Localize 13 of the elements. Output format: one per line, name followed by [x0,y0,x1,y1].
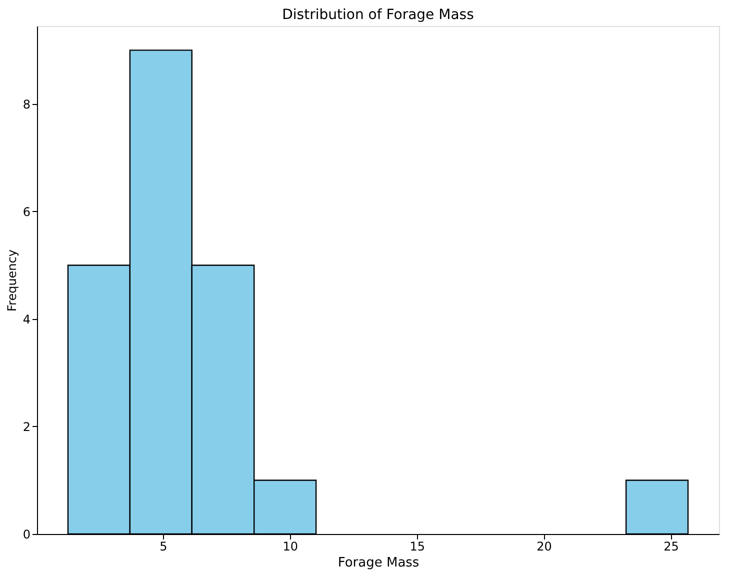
y-tick-label: 0 [22,528,30,542]
y-axis-title: Frequency [4,250,19,312]
y-tick-label: 2 [22,420,30,434]
x-axis-title: Forage Mass [338,556,420,570]
y-tick-label: 4 [22,312,30,326]
chart-title: Distribution of Forage Mass [282,7,474,23]
y-tick-label: 6 [22,204,30,219]
x-tick-label: 20 [536,540,552,554]
x-tick-label: 15 [410,540,425,554]
x-tick-label: 25 [664,540,679,554]
y-tick-label: 8 [22,97,30,112]
x-tick-label: 5 [160,540,168,554]
x-tick-label: 10 [282,540,298,554]
